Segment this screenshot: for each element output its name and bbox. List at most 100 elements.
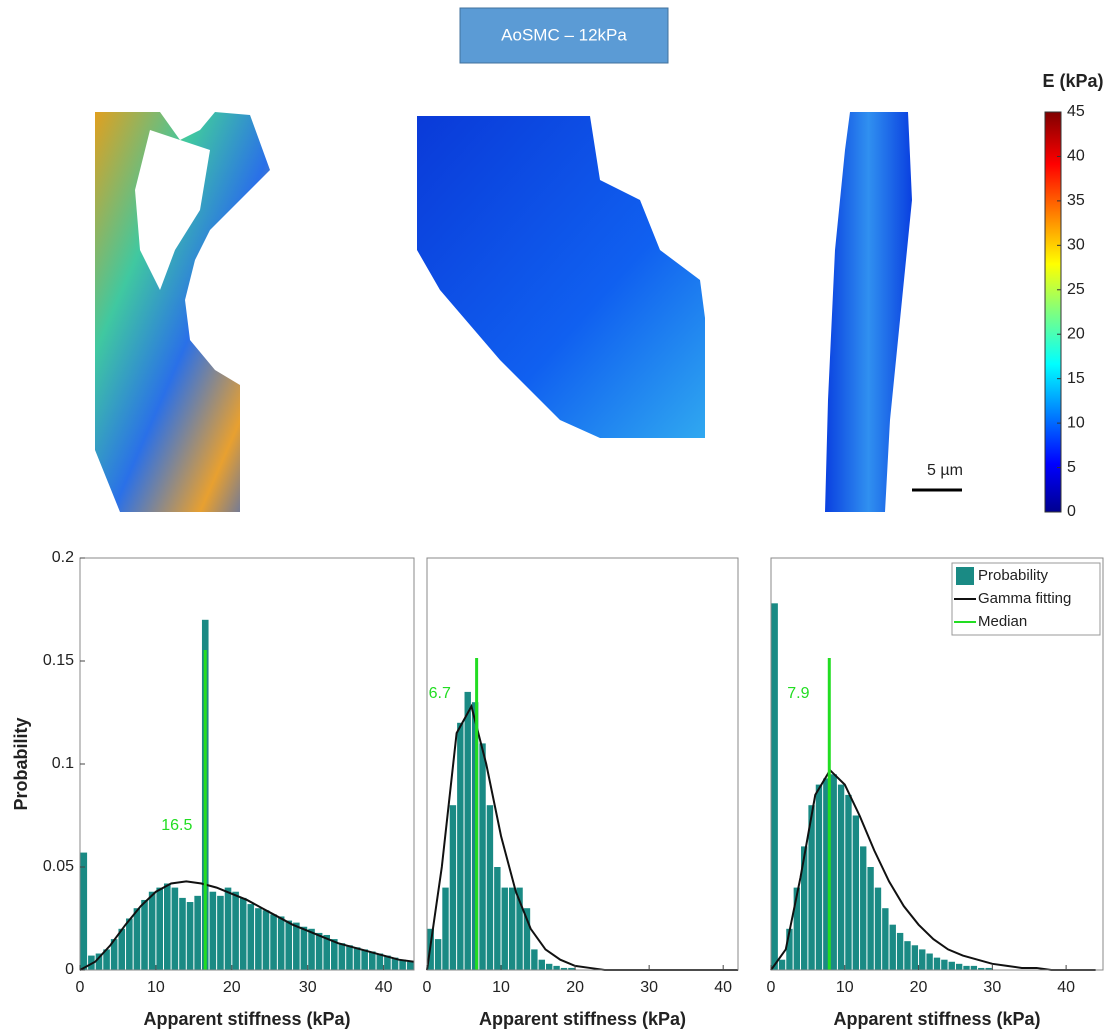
bar bbox=[553, 965, 560, 970]
bar bbox=[434, 939, 442, 970]
bar bbox=[293, 922, 300, 970]
bar bbox=[300, 926, 308, 970]
colorbar-title: E (kPa) bbox=[1042, 71, 1103, 91]
bar bbox=[904, 941, 911, 970]
bar bbox=[560, 967, 568, 970]
bar bbox=[815, 784, 823, 970]
bar bbox=[867, 867, 874, 970]
bar bbox=[793, 887, 801, 970]
bar bbox=[501, 887, 508, 970]
x-axis-label: Apparent stiffness (kPa) bbox=[479, 1009, 686, 1029]
bar bbox=[126, 918, 133, 970]
bar bbox=[568, 967, 575, 970]
x-tick-label: 20 bbox=[910, 979, 928, 996]
bar bbox=[285, 920, 293, 970]
title-box bbox=[459, 7, 669, 64]
bar bbox=[933, 957, 941, 970]
bar bbox=[353, 947, 361, 970]
bar bbox=[315, 932, 323, 970]
bar bbox=[948, 961, 955, 970]
x-axis-label: Apparent stiffness (kPa) bbox=[143, 1009, 350, 1029]
bar bbox=[376, 953, 384, 970]
x-tick-label: 0 bbox=[76, 979, 85, 996]
bar bbox=[277, 916, 285, 970]
median-label: 16.5 bbox=[161, 817, 192, 834]
colorbar bbox=[1044, 111, 1062, 513]
bar bbox=[338, 943, 346, 970]
bar bbox=[845, 794, 852, 970]
bar bbox=[985, 967, 992, 970]
colorbar-tick-label: 40 bbox=[1067, 148, 1085, 165]
bar bbox=[95, 953, 103, 970]
bar bbox=[479, 743, 486, 970]
bar bbox=[331, 939, 338, 970]
bar bbox=[941, 959, 948, 970]
x-tick-label: 10 bbox=[147, 979, 165, 996]
bar bbox=[368, 951, 376, 970]
y-axis-label: Probability bbox=[11, 717, 31, 810]
x-tick-label: 10 bbox=[836, 979, 854, 996]
bar bbox=[970, 965, 978, 970]
legend-label: Gamma fitting bbox=[978, 590, 1071, 607]
bar bbox=[486, 805, 494, 970]
colorbar-tick-label: 20 bbox=[1067, 325, 1085, 342]
bar bbox=[823, 778, 830, 970]
bar bbox=[955, 963, 963, 970]
bar bbox=[141, 899, 148, 970]
bar bbox=[406, 961, 414, 970]
bar bbox=[110, 939, 118, 970]
bar bbox=[926, 953, 933, 970]
bar bbox=[399, 959, 406, 970]
median-label: 7.9 bbox=[787, 685, 809, 702]
title: AoSMC – 12kPa bbox=[501, 25, 627, 44]
bar bbox=[391, 957, 399, 970]
bar bbox=[508, 887, 516, 970]
bar bbox=[442, 887, 449, 970]
plot-frame bbox=[770, 557, 1104, 971]
x-tick-label: 20 bbox=[223, 979, 241, 996]
bar bbox=[156, 887, 163, 970]
stiffness-map bbox=[825, 112, 912, 512]
bar bbox=[852, 815, 860, 970]
x-tick-label: 40 bbox=[375, 979, 393, 996]
bar bbox=[80, 852, 88, 970]
x-tick-label: 40 bbox=[714, 979, 732, 996]
bar bbox=[255, 908, 262, 970]
bar bbox=[919, 949, 926, 970]
bar bbox=[786, 928, 793, 970]
y-tick-label: 0.05 bbox=[43, 858, 74, 875]
bar bbox=[889, 924, 896, 970]
bar bbox=[911, 945, 919, 970]
plot-frame bbox=[426, 557, 739, 971]
x-tick-label: 10 bbox=[492, 979, 510, 996]
x-tick-label: 30 bbox=[299, 979, 317, 996]
legend-box bbox=[951, 562, 1101, 636]
x-tick-label: 30 bbox=[983, 979, 1001, 996]
bar bbox=[194, 895, 201, 970]
bar bbox=[179, 897, 186, 970]
x-tick-label: 0 bbox=[423, 979, 432, 996]
legend-swatch bbox=[956, 567, 974, 585]
stiffness-map bbox=[417, 116, 705, 438]
bar bbox=[232, 891, 239, 970]
bar bbox=[323, 934, 330, 970]
x-tick-label: 40 bbox=[1057, 979, 1075, 996]
bar bbox=[494, 867, 501, 970]
bar bbox=[882, 908, 889, 970]
legend-label: Median bbox=[978, 613, 1027, 630]
bar bbox=[171, 887, 179, 970]
plot-frame bbox=[79, 557, 415, 971]
colorbar-tick-label: 15 bbox=[1067, 370, 1085, 387]
scale-bar-label: 5 µm bbox=[927, 462, 963, 479]
bar bbox=[346, 945, 353, 970]
bar bbox=[164, 883, 171, 970]
bar bbox=[538, 959, 545, 970]
bar bbox=[801, 846, 808, 970]
bar bbox=[778, 959, 786, 970]
colorbar-tick-label: 5 bbox=[1067, 459, 1076, 476]
bar bbox=[464, 691, 471, 970]
bar bbox=[262, 910, 270, 970]
bar bbox=[308, 928, 315, 970]
bar bbox=[270, 914, 277, 970]
